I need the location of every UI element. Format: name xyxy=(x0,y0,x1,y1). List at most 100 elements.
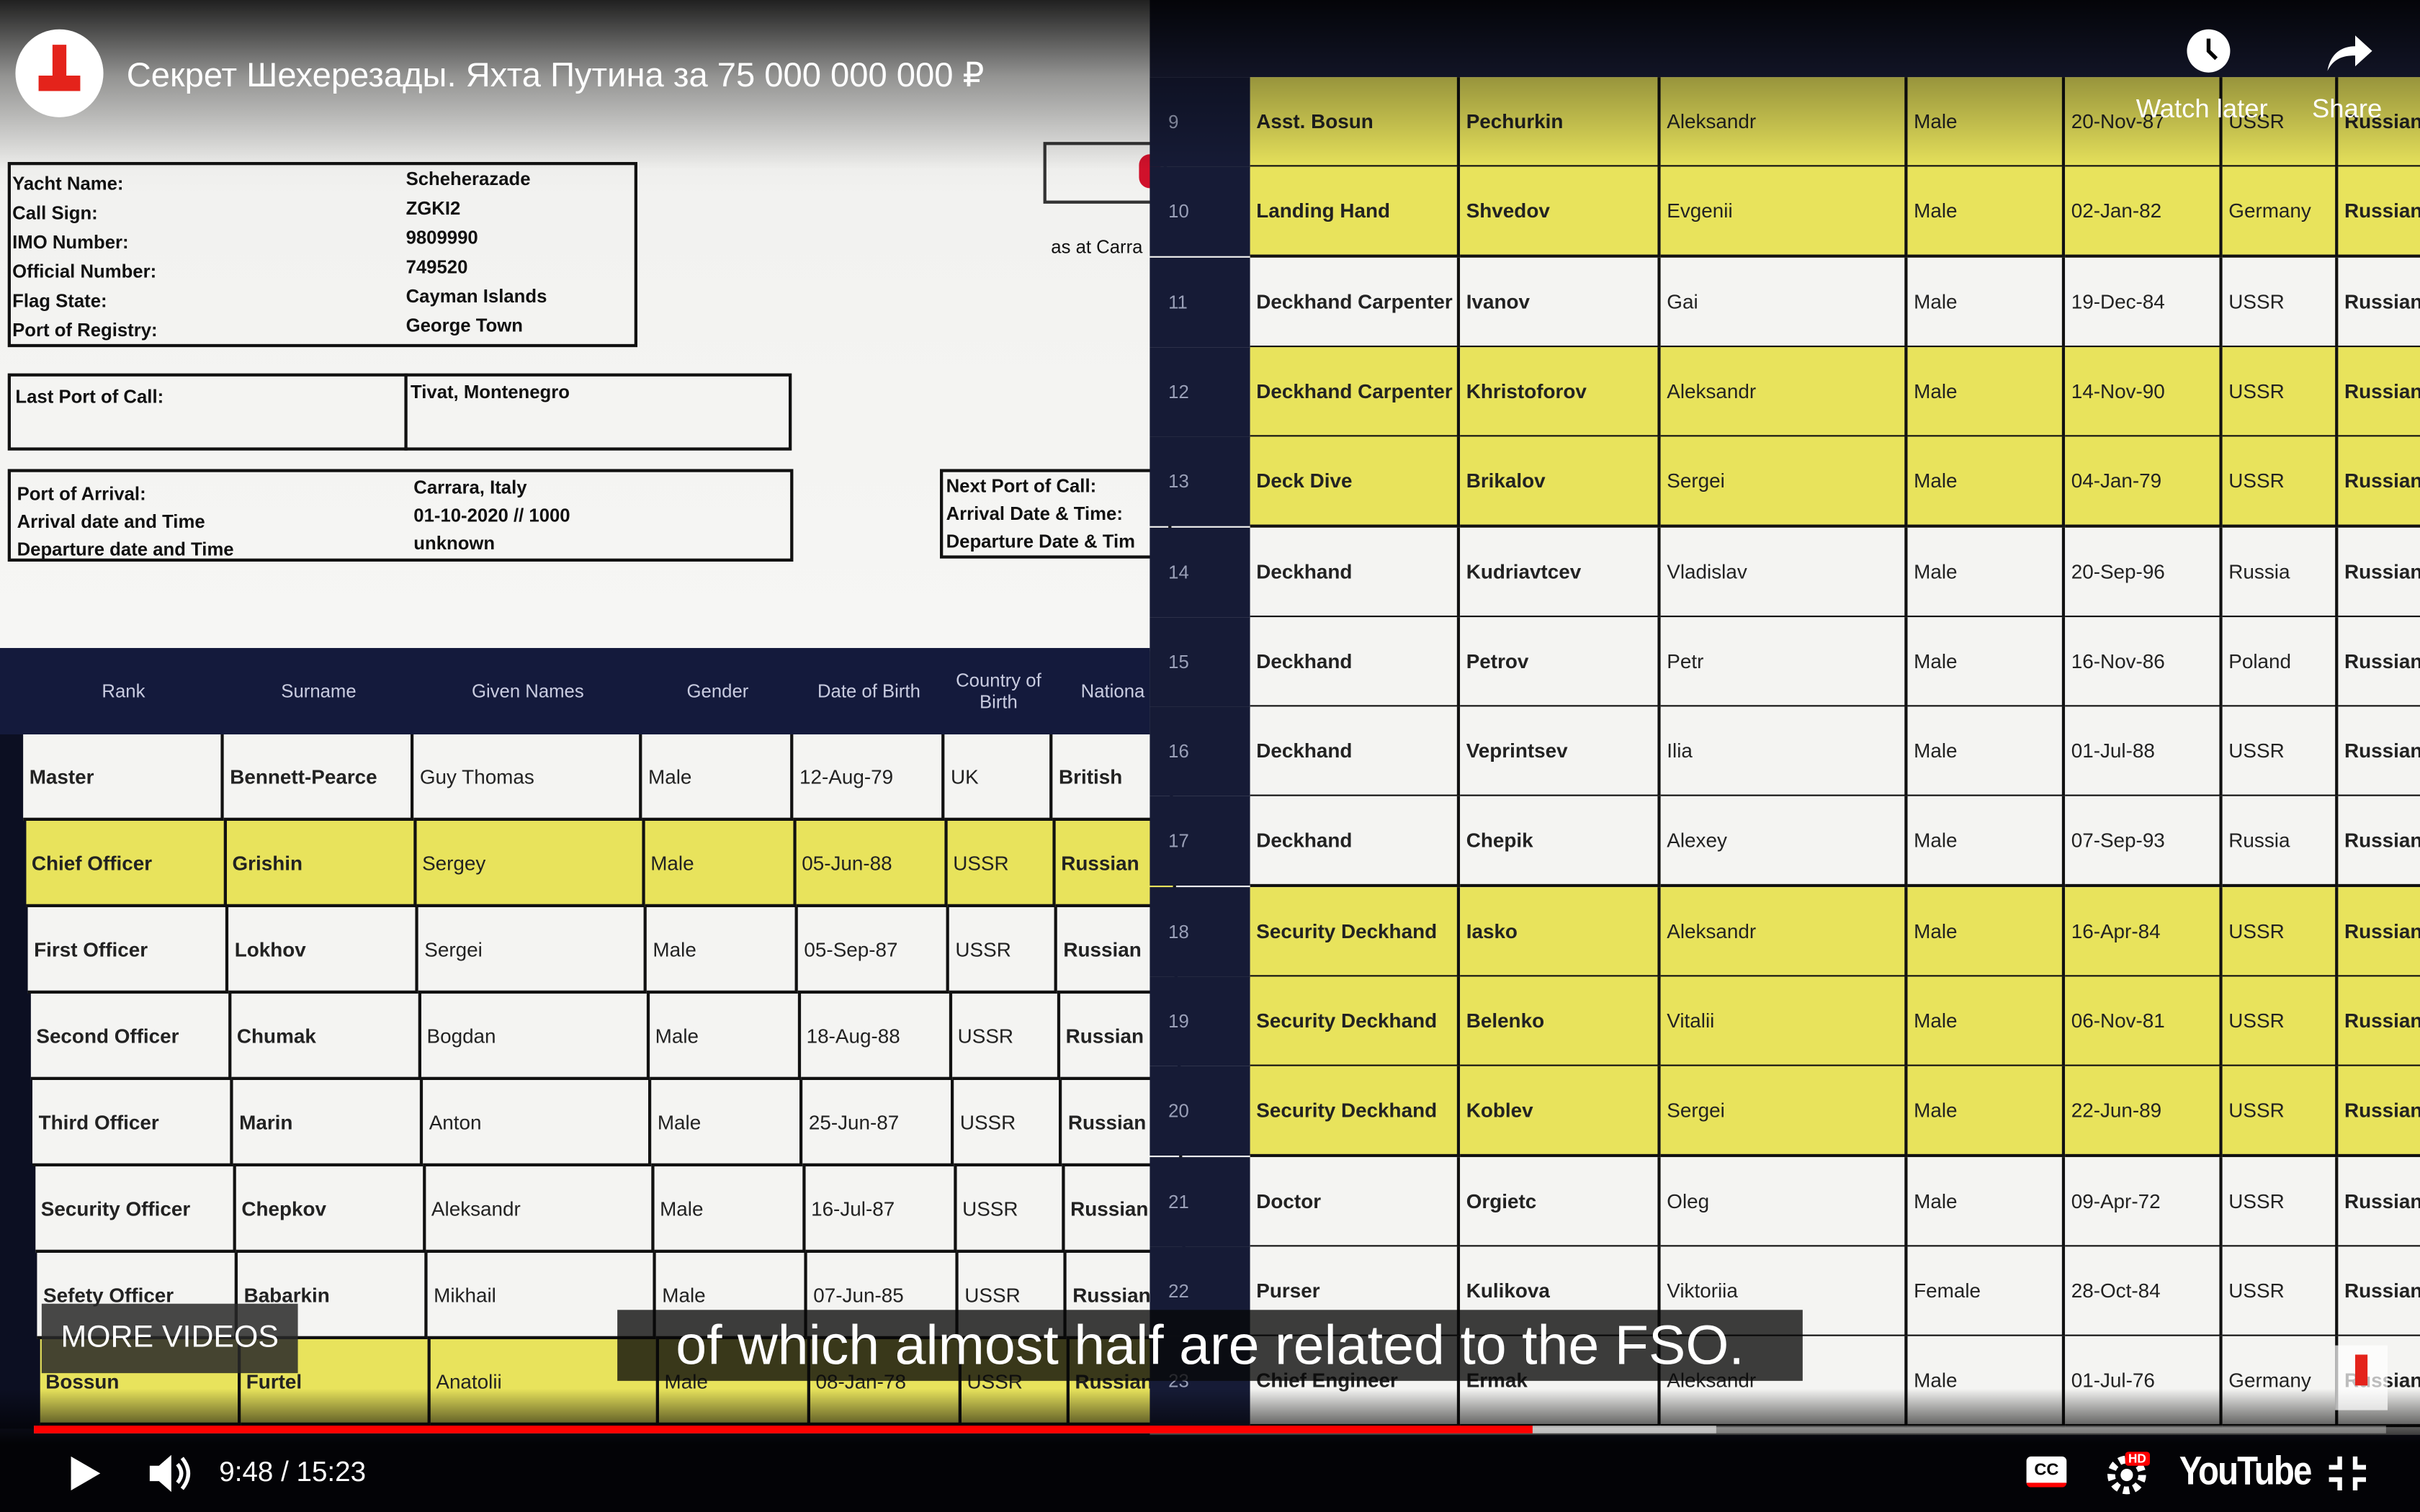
table-cell: 20-Sep-96 xyxy=(2065,526,2223,618)
table-cell: Deck Dive xyxy=(1250,436,1461,528)
table-cell: Petrov xyxy=(1460,616,1661,708)
table-cell: Russian xyxy=(2338,436,2420,528)
field-label: Official Number: xyxy=(12,261,157,283)
table-cell: Anton xyxy=(423,1080,652,1166)
settings-button[interactable] xyxy=(2105,1450,2151,1496)
table-cell: Russian xyxy=(2338,256,2420,348)
table-cell: 16-Nov-86 xyxy=(2065,616,2223,708)
video-title[interactable]: Секрет Шехерезады. Яхта Путина за 75 000… xyxy=(126,55,985,94)
table-cell: Russian xyxy=(2338,346,2420,438)
table-cell: Second Officer xyxy=(30,994,231,1080)
table-cell: Security Officer xyxy=(35,1166,236,1253)
table-cell: USSR xyxy=(2222,706,2339,798)
table-cell: 18-Aug-88 xyxy=(800,994,952,1080)
row-number: 21 xyxy=(1150,1156,1250,1246)
table-cell: Chepik xyxy=(1460,796,1661,888)
table-cell: UK xyxy=(944,734,1053,821)
table-cell: Russian xyxy=(2338,616,2420,708)
watch-later-icon[interactable] xyxy=(2185,28,2231,74)
channel-logo[interactable] xyxy=(15,29,104,117)
table-cell: 06-Nov-81 xyxy=(2065,976,2223,1068)
table-cell: Belenko xyxy=(1460,976,1661,1068)
field-label: Arrival Date & Time: xyxy=(946,503,1123,525)
table-cell: 04-Jan-79 xyxy=(2065,436,2223,528)
table-cell: Russian xyxy=(2338,886,2420,978)
table-cell: 05-Jun-88 xyxy=(795,821,947,907)
table-cell: Male xyxy=(1907,167,2066,258)
column-header: Country of Birth xyxy=(956,670,1041,713)
table-cell: Chepkov xyxy=(235,1166,426,1253)
cc-button[interactable]: CC xyxy=(2026,1456,2067,1488)
table-cell: Male xyxy=(1907,886,2066,978)
row-number: 14 xyxy=(1150,526,1250,617)
table-cell: 07-Sep-93 xyxy=(2065,796,2223,888)
table-cell: Ivanov xyxy=(1460,256,1661,348)
time-display: 9:48 / 15:23 xyxy=(219,1456,367,1488)
field-label: Next Port of Call: xyxy=(946,475,1097,497)
column-header: Date of Birth xyxy=(817,680,920,702)
table-cell: Male xyxy=(653,1166,805,1253)
table-cell: USSR xyxy=(949,907,1057,994)
field-value: ZGKI2 xyxy=(405,197,461,220)
row-number: 10 xyxy=(1150,167,1250,257)
row-number: 15 xyxy=(1150,616,1250,706)
table-cell: Doctor xyxy=(1250,1156,1461,1248)
table-cell: Male xyxy=(644,821,796,907)
table-cell: Guy Thomas xyxy=(413,734,642,821)
table-cell: 01-Jul-88 xyxy=(2065,706,2223,798)
table-cell: USSR xyxy=(2222,256,2339,348)
table-cell: Male xyxy=(646,907,798,994)
field-label: Arrival date and Time xyxy=(17,510,205,533)
table-cell: 12-Aug-79 xyxy=(793,734,945,821)
table-cell: Male xyxy=(649,994,801,1080)
table-cell: Deckhand xyxy=(1250,526,1461,618)
watch-later-label[interactable]: Watch later xyxy=(2136,94,2268,124)
table-cell: Sergei xyxy=(1660,436,1908,528)
table-cell: Deckhand xyxy=(1250,706,1461,798)
youtube-logo[interactable]: YouTube xyxy=(2179,1446,2313,1494)
arrival-box xyxy=(7,469,794,562)
field-label: Last Port of Call: xyxy=(15,385,164,408)
row-number: 11 xyxy=(1150,256,1250,347)
table-cell: Male xyxy=(1907,436,2066,528)
table-cell: Male xyxy=(651,1080,803,1166)
table-cell: Russian xyxy=(2338,976,2420,1068)
table-cell: USSR xyxy=(951,994,1060,1080)
table-cell: Security Deckhand xyxy=(1250,886,1461,978)
more-videos-button[interactable]: MORE VIDEOS xyxy=(41,1303,298,1374)
field-value: George Town xyxy=(405,315,523,337)
table-cell: Marin xyxy=(233,1080,424,1166)
play-button[interactable] xyxy=(65,1454,105,1494)
table-cell: Russian xyxy=(2338,1246,2420,1338)
row-number: 16 xyxy=(1150,706,1250,796)
table-cell: Landing Hand xyxy=(1250,167,1461,258)
table-cell: Chief Officer xyxy=(25,821,226,907)
hd-badge: HD xyxy=(2125,1452,2150,1466)
table-cell: Brikalov xyxy=(1460,436,1661,528)
table-cell: Female xyxy=(1907,1246,2066,1338)
fullscreen-button[interactable] xyxy=(2326,1454,2369,1494)
column-header: Rank xyxy=(102,680,145,702)
top-gradient xyxy=(0,0,2420,170)
share-label[interactable]: Share xyxy=(2312,94,2383,124)
table-cell: USSR xyxy=(954,1080,1062,1166)
table-cell: Deckhand Carpenter xyxy=(1250,256,1461,348)
watermark-mark xyxy=(2355,1354,2368,1386)
table-cell: Male xyxy=(1907,256,2066,348)
table-cell: Germany xyxy=(2222,167,2339,258)
field-value: 9809990 xyxy=(405,227,478,248)
table-cell: Male xyxy=(1907,796,2066,888)
volume-button[interactable] xyxy=(147,1450,197,1496)
table-cell: USSR xyxy=(2222,1246,2339,1338)
table-cell: Oleg xyxy=(1660,1156,1908,1248)
table-cell: Petr xyxy=(1660,616,1908,708)
share-icon[interactable] xyxy=(2324,31,2374,74)
logo-mark xyxy=(38,76,81,91)
table-cell: Russia xyxy=(2222,526,2339,618)
table-cell: USSR xyxy=(2222,436,2339,528)
table-cell: Male xyxy=(1907,706,2066,798)
table-cell: Shvedov xyxy=(1460,167,1661,258)
watermark xyxy=(2335,1345,2388,1410)
